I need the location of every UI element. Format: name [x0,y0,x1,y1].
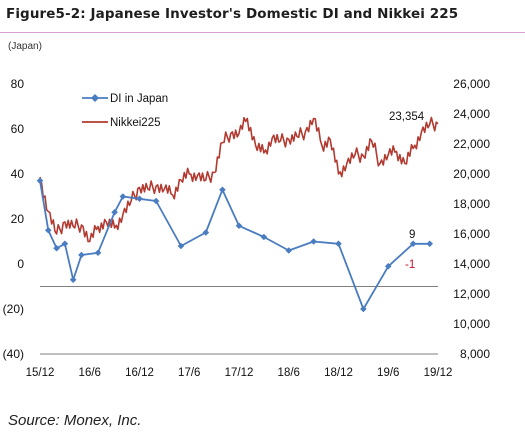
figure-title: Figure5-2: Japanese Investor's Domestic … [6,6,459,22]
di-point [409,240,417,248]
right-tick-label: 14,000 [453,257,490,271]
legend-item-di: DI in Japan [82,93,168,105]
x-tick-label: 18/12 [324,367,353,379]
country-note: (Japan) [8,41,42,52]
di-point [44,226,52,234]
left-tick-label: 80 [11,77,25,91]
right-tick-label: 10,000 [453,317,490,331]
right-tick-label: 12,000 [453,287,490,301]
x-axis: 15/12 16/6 16/12 17/6 17/12 18/6 18/12 19/6 19/1… [26,367,453,379]
x-tick-label: 19/12 [424,367,453,379]
source-note: Source: Monex, Inc. [8,412,142,429]
di-point [136,195,143,203]
right-axis: 26,000 24,000 22,000 20,000 18,000 16,000 14,0… [453,77,490,361]
di-line [39,180,430,310]
di-point [177,242,185,250]
di-point [335,240,342,248]
x-tick-label: 18/6 [278,367,300,379]
di-point [94,249,102,257]
annotation-di-last: 9 [409,229,415,241]
legend-item-nikkei: Nikkei225 [82,117,161,129]
di-point [360,305,367,313]
legend: DI in Japan Nikkei225 [82,93,168,129]
legend-di-label: DI in Japan [110,93,168,105]
right-tick-label: 24,000 [453,107,490,121]
x-tick-label: 16/12 [125,367,154,379]
di-point [384,262,392,270]
series-nikkei225 [39,116,439,243]
di-point [69,276,77,284]
annotation-nikkei-last: 23,354 [389,111,425,123]
left-tick-label: (40) [3,347,24,361]
right-tick-label: 20,000 [453,167,490,181]
x-tick-label: 17/12 [225,367,254,379]
title-rule [0,32,525,33]
x-tick-label: 17/6 [178,367,200,379]
nikkei225-line [39,116,439,243]
legend-nikkei-label: Nikkei225 [110,117,161,129]
legend-di-marker [91,94,99,102]
left-tick-label: 60 [11,122,25,136]
di-point [260,233,268,241]
di-point [310,238,317,245]
di-point [202,229,210,236]
left-tick-label: (20) [3,302,24,316]
right-tick-label: 26,000 [453,77,490,91]
right-tick-label: 22,000 [453,137,490,151]
plot-frame [40,286,438,355]
left-tick-label: 0 [17,257,24,271]
right-tick-label: 8,000 [460,347,490,361]
series-di-in-japan [36,177,434,313]
right-tick-label: 16,000 [453,227,490,241]
di-point [61,240,69,248]
x-tick-label: 15/12 [26,367,55,379]
left-tick-label: 20 [11,212,25,226]
di-point [119,193,127,200]
di-point [111,208,118,216]
di-point [36,177,44,185]
left-tick-label: 40 [11,167,25,181]
di-point [219,186,226,194]
di-point [78,251,85,259]
di-point [285,247,293,254]
annotation-di-second-last: -1 [405,259,415,271]
di-point [53,244,60,252]
left-axis: 80 60 40 20 0 (20) (40) [3,77,25,361]
di-point [152,197,160,205]
x-tick-label: 16/6 [79,367,101,379]
di-point [235,222,243,230]
di-point [426,240,434,248]
x-tick-label: 19/6 [377,367,399,379]
right-tick-label: 18,000 [453,197,490,211]
